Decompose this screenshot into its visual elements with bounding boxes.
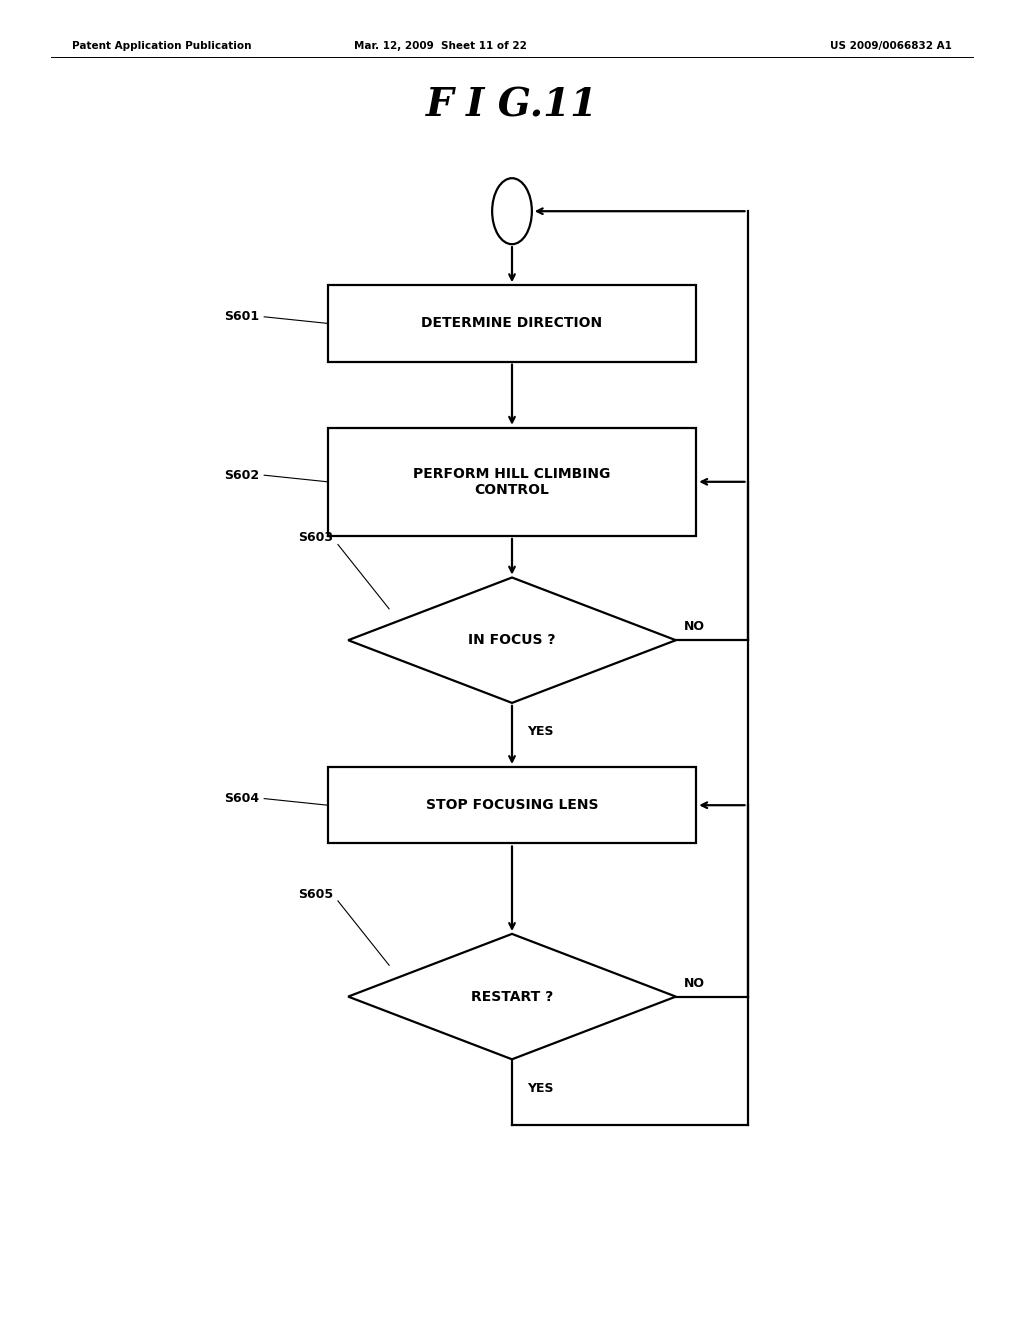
Text: YES: YES bbox=[527, 726, 554, 738]
Polygon shape bbox=[348, 935, 676, 1059]
Polygon shape bbox=[348, 578, 676, 702]
Text: DETERMINE DIRECTION: DETERMINE DIRECTION bbox=[422, 317, 602, 330]
Text: F I G.11: F I G.11 bbox=[426, 87, 598, 124]
Text: NO: NO bbox=[684, 977, 706, 990]
FancyBboxPatch shape bbox=[328, 285, 696, 362]
Text: S604: S604 bbox=[224, 792, 259, 805]
Text: US 2009/0066832 A1: US 2009/0066832 A1 bbox=[829, 41, 952, 51]
Text: IN FOCUS ?: IN FOCUS ? bbox=[468, 634, 556, 647]
Text: S602: S602 bbox=[224, 469, 259, 482]
Text: S601: S601 bbox=[224, 310, 259, 323]
FancyBboxPatch shape bbox=[328, 428, 696, 536]
Text: STOP FOCUSING LENS: STOP FOCUSING LENS bbox=[426, 799, 598, 812]
Ellipse shape bbox=[493, 178, 531, 244]
FancyBboxPatch shape bbox=[328, 767, 696, 843]
Text: RESTART ?: RESTART ? bbox=[471, 990, 553, 1003]
Text: S605: S605 bbox=[298, 888, 333, 900]
Text: PERFORM HILL CLIMBING
CONTROL: PERFORM HILL CLIMBING CONTROL bbox=[414, 467, 610, 496]
Text: S603: S603 bbox=[298, 532, 333, 544]
Text: NO: NO bbox=[684, 620, 706, 634]
Text: Patent Application Publication: Patent Application Publication bbox=[72, 41, 251, 51]
Text: YES: YES bbox=[527, 1082, 554, 1094]
Text: Mar. 12, 2009  Sheet 11 of 22: Mar. 12, 2009 Sheet 11 of 22 bbox=[354, 41, 526, 51]
